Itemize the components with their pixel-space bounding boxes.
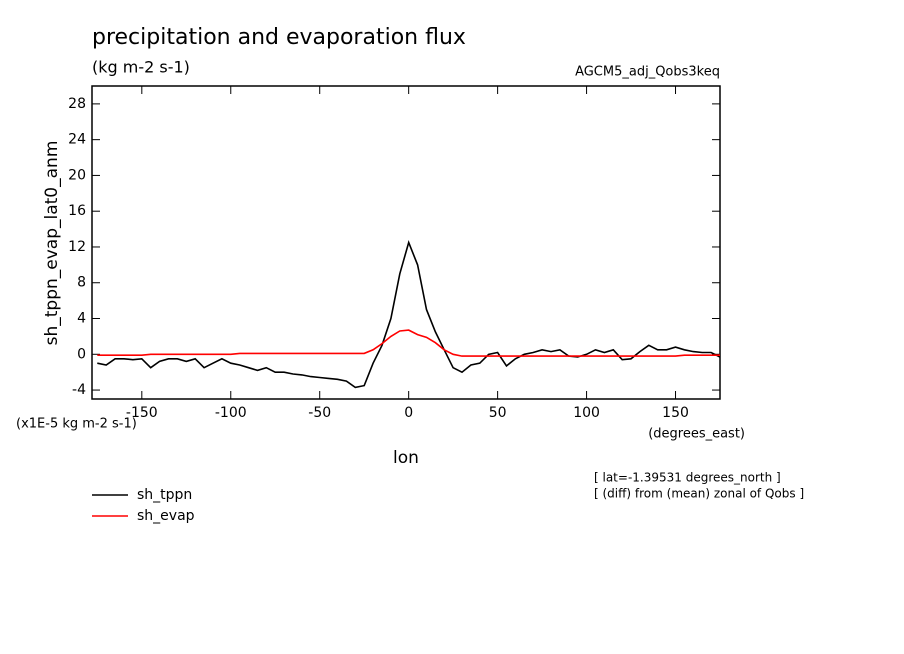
annotation: [ lat=-1.39531 degrees_north ] <box>594 471 781 485</box>
y-tick-label: 24 <box>68 132 86 148</box>
legend-label: sh_tppn <box>137 487 192 503</box>
chart-title: precipitation and evaporation flux <box>92 25 466 50</box>
y-tick-label: 28 <box>68 96 86 112</box>
plot-frame <box>91 85 721 400</box>
x-tick-label: 150 <box>662 405 689 421</box>
dataset-label: AGCM5_adj_Qobs3keq <box>575 65 720 80</box>
y-tick-label: 0 <box>77 346 86 362</box>
y-tick-label: 8 <box>77 275 86 291</box>
x-tick-label: 0 <box>404 405 413 421</box>
chart-subtitle: (kg m-2 s-1) <box>92 58 190 77</box>
y-axis-label: sh_tppn_evap_lat0_anm <box>42 141 62 346</box>
x-tick-label: -100 <box>215 405 247 421</box>
y-units: (x1E-5 kg m-2 s-1) <box>16 417 137 432</box>
x-axis-label: lon <box>393 448 419 468</box>
x-tick-label: -50 <box>308 405 331 421</box>
legend-label: sh_evap <box>137 508 195 524</box>
x-units: (degrees_east) <box>648 427 745 442</box>
y-tick-label: 12 <box>68 239 86 255</box>
y-tick-label: 16 <box>68 203 86 219</box>
annotation: [ (diff) from (mean) zonal of Qobs ] <box>594 487 804 501</box>
x-tick-label: 100 <box>573 405 600 421</box>
x-tick-label: 50 <box>489 405 507 421</box>
y-tick-label: -4 <box>72 382 86 398</box>
series-line <box>97 329 720 357</box>
series-line <box>97 240 721 389</box>
x-tick-label: -150 <box>126 405 158 421</box>
y-tick-label: 20 <box>68 167 86 183</box>
y-tick-label: 4 <box>77 311 86 327</box>
